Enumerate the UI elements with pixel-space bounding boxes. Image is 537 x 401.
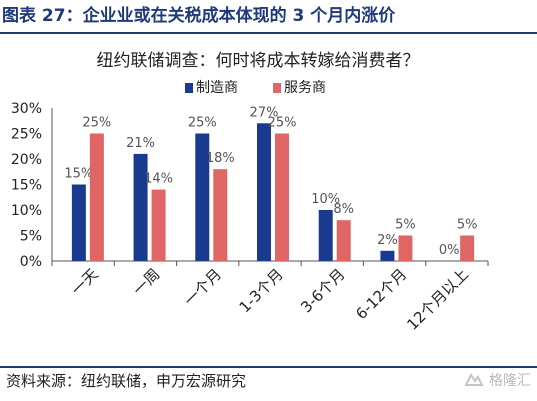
- data-label: 5%: [395, 218, 416, 233]
- gelonghui-logo-icon: [464, 373, 484, 386]
- x-tick-label: 3-6个月: [297, 265, 348, 316]
- bar-1: [318, 210, 333, 261]
- y-tick-label: 25%: [11, 127, 42, 143]
- bar-2: [213, 169, 228, 261]
- bar-1: [71, 184, 86, 261]
- data-label: 25%: [268, 116, 297, 131]
- legend-label-2: 服务商: [284, 80, 326, 96]
- source-note: 资料来源：纽约联储，申万宏源研究: [6, 372, 247, 390]
- footer-divider: [0, 366, 537, 368]
- data-label: 2%: [377, 233, 398, 248]
- x-tick-label: 一个月: [181, 265, 226, 310]
- data-label: 15%: [64, 167, 93, 182]
- chart-title: 纽约联储调查：何时将成本转嫁给消费者？: [97, 51, 420, 71]
- data-label: 10%: [311, 192, 340, 207]
- bar-2: [460, 235, 475, 261]
- bar-chart: 纽约联储调查：何时将成本转嫁给消费者？ 制造商 服务商 0% 5% 10% 15% 20% 25…: [11, 51, 489, 334]
- bar-1: [195, 133, 210, 261]
- x-tick-label: 12个月以上: [403, 265, 472, 334]
- data-label: 14%: [144, 172, 173, 187]
- bar-2: [336, 220, 351, 261]
- legend-swatch-1: [185, 83, 193, 93]
- bar-1: [380, 250, 395, 261]
- bar-2: [275, 133, 289, 261]
- legend-label-1: 制造商: [196, 80, 238, 96]
- watermark: 格隆汇: [463, 370, 531, 390]
- x-tick-label: 1-3个月: [236, 265, 287, 316]
- data-label: 25%: [188, 116, 217, 131]
- data-label: 0%: [439, 243, 460, 258]
- x-tick-label: 6-12个月: [352, 265, 410, 323]
- bar-2: [398, 235, 413, 261]
- figure-title: 图表 27：企业业或在关税成本体现的 3 个月内涨价: [2, 6, 396, 26]
- x-tick-label: 一天: [68, 265, 102, 299]
- y-tick-label: 0%: [20, 254, 42, 270]
- bar-1: [257, 123, 271, 261]
- data-label: 5%: [457, 218, 478, 233]
- bar-1: [133, 153, 148, 261]
- data-label: 18%: [206, 151, 235, 166]
- bar-2: [89, 133, 104, 261]
- watermark-text: 格隆汇: [489, 373, 531, 389]
- data-label: 25%: [82, 116, 111, 131]
- y-tick-label: 20%: [11, 152, 42, 168]
- data-label: 8%: [333, 202, 354, 217]
- y-tick-label: 30%: [11, 101, 42, 117]
- data-label: 21%: [126, 136, 155, 151]
- legend-swatch-2: [273, 83, 281, 93]
- bar-2: [151, 189, 166, 261]
- y-tick-label: 5%: [20, 229, 42, 245]
- x-tick-label: 一周: [129, 265, 163, 299]
- title-divider: [0, 32, 537, 34]
- y-tick-label: 10%: [11, 203, 42, 219]
- data-label: 27%: [250, 105, 279, 120]
- y-tick-label: 15%: [11, 178, 42, 194]
